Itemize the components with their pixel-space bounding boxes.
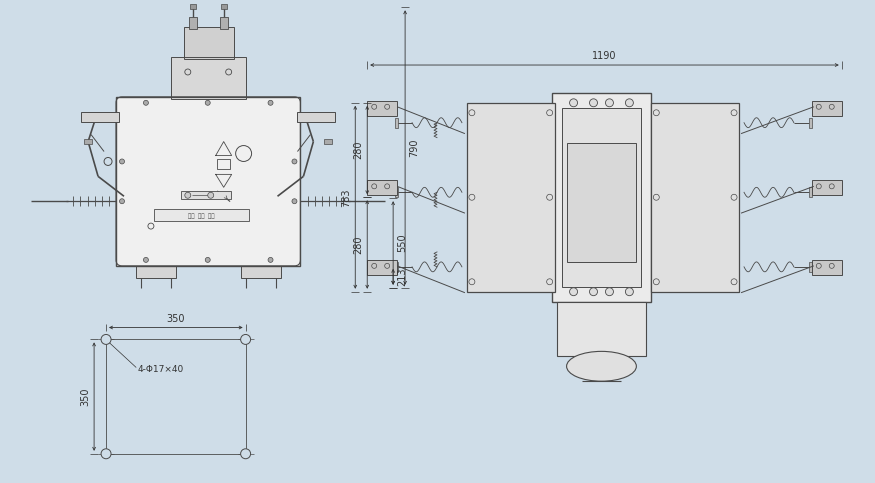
Bar xyxy=(298,112,335,122)
Bar xyxy=(190,4,196,9)
Bar xyxy=(556,302,647,356)
Bar xyxy=(171,57,246,99)
Circle shape xyxy=(120,159,124,164)
Bar xyxy=(184,27,234,59)
Circle shape xyxy=(206,100,210,105)
Ellipse shape xyxy=(567,351,636,381)
Text: 末端  电压  负荷: 末端 电压 负荷 xyxy=(187,213,214,219)
Text: 350: 350 xyxy=(80,387,90,406)
Bar xyxy=(812,180,842,195)
Bar xyxy=(116,97,300,266)
Text: 213: 213 xyxy=(397,268,407,286)
Bar xyxy=(562,108,641,287)
Bar xyxy=(396,187,398,197)
Circle shape xyxy=(241,334,250,344)
Text: 790: 790 xyxy=(410,138,419,157)
Bar xyxy=(220,17,228,29)
Text: 550: 550 xyxy=(397,234,407,252)
Bar xyxy=(567,142,636,262)
Bar xyxy=(81,112,119,122)
Bar xyxy=(808,118,812,128)
Bar xyxy=(368,260,397,275)
Bar xyxy=(812,101,842,116)
Circle shape xyxy=(102,449,111,459)
Circle shape xyxy=(268,100,273,105)
Circle shape xyxy=(570,288,578,296)
Bar xyxy=(189,17,197,29)
Bar xyxy=(368,101,397,116)
Bar xyxy=(577,113,597,121)
Circle shape xyxy=(590,99,598,107)
Text: 350: 350 xyxy=(166,313,186,324)
Bar xyxy=(217,159,229,170)
Bar xyxy=(396,118,398,128)
Bar xyxy=(220,4,227,9)
Bar xyxy=(116,97,300,266)
Bar xyxy=(467,103,555,292)
Circle shape xyxy=(120,199,124,204)
Text: 280: 280 xyxy=(354,141,363,159)
Circle shape xyxy=(626,288,634,296)
Circle shape xyxy=(292,159,297,164)
Circle shape xyxy=(606,288,613,296)
Bar xyxy=(808,187,812,197)
Text: 1190: 1190 xyxy=(592,51,617,61)
Bar xyxy=(812,260,842,275)
Bar xyxy=(551,93,651,302)
Bar xyxy=(181,191,231,199)
Bar xyxy=(808,262,812,272)
Circle shape xyxy=(626,99,634,107)
FancyBboxPatch shape xyxy=(116,97,300,266)
Circle shape xyxy=(207,192,214,198)
Circle shape xyxy=(292,199,297,204)
Text: 280: 280 xyxy=(354,235,363,254)
Circle shape xyxy=(241,449,250,459)
Circle shape xyxy=(185,192,191,198)
Bar xyxy=(241,266,281,278)
Bar xyxy=(325,139,332,143)
Bar xyxy=(154,209,248,221)
Circle shape xyxy=(102,334,111,344)
Circle shape xyxy=(268,257,273,262)
Bar xyxy=(84,139,92,143)
Bar xyxy=(136,266,176,278)
Circle shape xyxy=(144,257,149,262)
Bar xyxy=(651,103,739,292)
Text: 4-Φ17×40: 4-Φ17×40 xyxy=(138,365,185,374)
Bar xyxy=(368,180,397,195)
Circle shape xyxy=(606,99,613,107)
Circle shape xyxy=(590,288,598,296)
Bar xyxy=(184,27,234,59)
Circle shape xyxy=(144,100,149,105)
Bar xyxy=(171,57,246,99)
Bar xyxy=(606,113,626,121)
Circle shape xyxy=(570,99,578,107)
Circle shape xyxy=(206,257,210,262)
Bar xyxy=(396,262,398,272)
Text: 783: 783 xyxy=(341,188,351,207)
